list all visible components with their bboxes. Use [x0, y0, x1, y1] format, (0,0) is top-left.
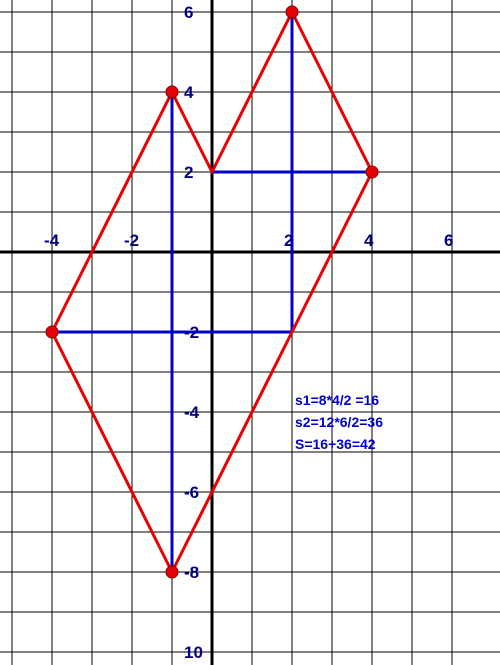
coordinate-plane: 6-4-2246642-2-4-6-810s1=8*4/2 =16s2=12*6…	[0, 0, 500, 665]
vertex-point	[166, 566, 178, 578]
vertex-point	[166, 86, 178, 98]
y-tick-label: -2	[184, 323, 199, 342]
x-tick-label: -2	[124, 231, 139, 250]
y-tick-label: 4	[184, 83, 194, 102]
y-tick-label: -6	[184, 483, 199, 502]
vertex-point	[286, 6, 298, 18]
annotation-text: S=16+36=42	[295, 436, 376, 452]
y-tick-label: -8	[184, 563, 199, 582]
y-tick-label: 6	[184, 3, 193, 22]
vertex-point	[46, 326, 58, 338]
annotation-text: s1=8*4/2 =16	[295, 392, 379, 408]
vertex-point	[366, 166, 378, 178]
y-tick-label: -4	[184, 403, 200, 422]
x-tick-label: 6	[444, 231, 453, 250]
annotation-text: s2=12*6/2=36	[295, 414, 383, 430]
x-tick-label: 4	[364, 231, 374, 250]
x-tick-label: -4	[44, 231, 60, 250]
y-tick-label: 10	[184, 643, 203, 662]
y-tick-label: 2	[184, 163, 193, 182]
x-tick-label: 2	[284, 231, 293, 250]
